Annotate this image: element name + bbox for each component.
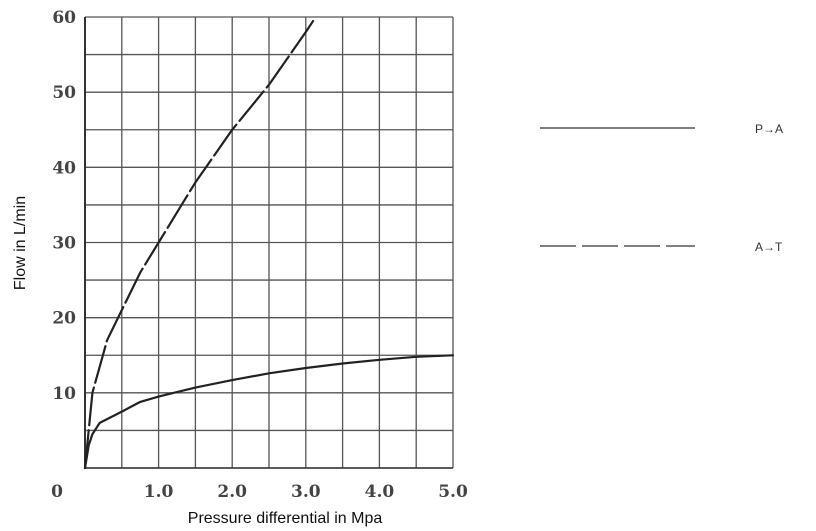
x-tick-label: 1.0 — [144, 482, 174, 502]
y-axis-title: Flow in L/min — [12, 196, 29, 290]
y-tick-label: 60 — [52, 8, 76, 28]
series-line-a-to-t — [83, 19, 315, 470]
plot-frame — [84, 17, 453, 469]
legend-label-p-to-a: P→A — [755, 122, 783, 136]
y-tick-label: 10 — [52, 384, 76, 404]
x-tick-label: 3.0 — [291, 482, 321, 502]
x-tick-label: 0 — [51, 482, 63, 502]
x-axis-title: Pressure differential in Mpa — [188, 510, 383, 527]
series-line-p-to-a — [83, 354, 455, 470]
tick-labels: 0 1.0 2.0 3.0 4.0 5.0 10 20 30 40 50 60 — [51, 8, 468, 502]
x-tick-label: 5.0 — [438, 482, 468, 502]
x-tick-label: 2.0 — [217, 482, 247, 502]
x-tick-label: 4.0 — [365, 482, 395, 502]
y-tick-label: 50 — [52, 83, 76, 103]
y-tick-label: 20 — [52, 309, 76, 329]
y-tick-label: 30 — [52, 234, 76, 254]
series-lines — [83, 19, 455, 470]
legend-label-a-to-t: A→T — [755, 240, 783, 254]
legend: P→A A→T — [540, 122, 783, 254]
y-tick-label: 40 — [52, 158, 76, 178]
